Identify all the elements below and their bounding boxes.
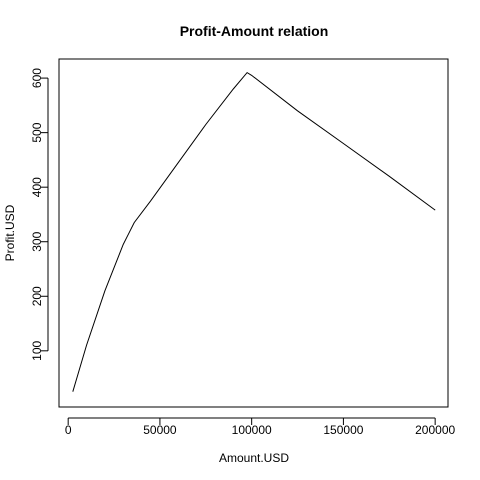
- series-line: [72, 71, 436, 392]
- x-axis-label: Amount.USD: [219, 451, 289, 465]
- x-tick-label: 150000: [323, 423, 363, 437]
- y-tick-label: 200: [30, 286, 44, 306]
- plot-area-border: [58, 58, 449, 408]
- y-tick-label: 100: [30, 340, 44, 360]
- y-axis: 100 200 300 400 500 600: [30, 68, 49, 361]
- x-tick-label: 100000: [232, 423, 272, 437]
- y-tick-label: 600: [30, 68, 44, 88]
- x-tick-label: 50000: [143, 423, 177, 437]
- y-tick-label: 500: [30, 122, 44, 142]
- series-layer: [72, 71, 436, 392]
- x-tick-label: 0: [65, 423, 72, 437]
- y-tick-label: 400: [30, 177, 44, 197]
- y-tick-label: 300: [30, 231, 44, 251]
- x-tick-label: 200000: [415, 423, 455, 437]
- y-axis-label: Profit.USD: [3, 204, 17, 261]
- x-axis: 0 50000 100000 150000 200000: [65, 417, 456, 437]
- chart-title: Profit-Amount relation: [180, 23, 329, 39]
